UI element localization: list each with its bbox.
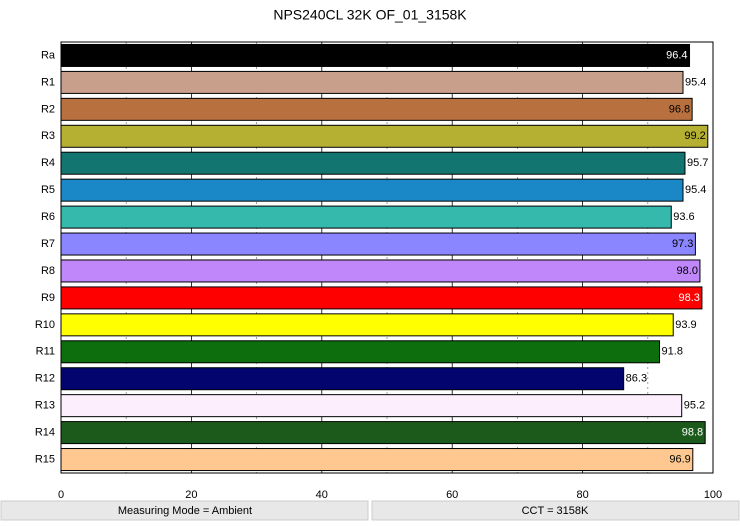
y-tick-label: R10	[35, 319, 55, 331]
value-label: 95.4	[685, 76, 706, 88]
y-tick-label: R7	[41, 238, 55, 250]
bar	[60, 97, 693, 121]
value-label: 86.3	[626, 373, 647, 385]
x-tick-label: 80	[576, 489, 588, 501]
x-tick-label: 40	[316, 489, 328, 501]
y-tick-label: R9	[41, 292, 55, 304]
bar	[60, 394, 683, 418]
value-label: 98.3	[678, 292, 699, 304]
value-label: 95.4	[685, 184, 706, 196]
y-tick-label: R3	[41, 130, 55, 142]
value-label: 95.2	[684, 400, 705, 412]
y-tick-label: R13	[35, 400, 55, 412]
y-tick-label: R6	[41, 211, 55, 223]
value-label: 96.8	[669, 103, 690, 115]
bar	[60, 178, 684, 202]
bar	[60, 448, 694, 472]
bar	[60, 286, 703, 310]
x-tick-label: 0	[58, 489, 64, 501]
y-tick-label: R4	[41, 157, 55, 169]
y-tick-label: R1	[41, 76, 55, 88]
bar	[60, 151, 686, 175]
bar	[60, 43, 691, 67]
y-tick-label: R2	[41, 103, 55, 115]
chart-title: NPS240CL 32K OF_01_3158K	[273, 7, 467, 23]
y-tick-label: Ra	[41, 49, 56, 61]
bar	[60, 367, 625, 391]
footer-box	[371, 500, 740, 521]
value-label: 96.9	[669, 453, 690, 465]
bar	[60, 313, 674, 337]
value-label: 98.8	[682, 427, 703, 439]
value-label: 91.8	[662, 346, 683, 358]
value-label: 95.7	[687, 157, 708, 169]
bar	[60, 340, 661, 364]
y-tick-label: R5	[41, 184, 55, 196]
bar	[60, 421, 706, 445]
value-label: 97.3	[672, 238, 693, 250]
value-label: 99.2	[684, 130, 705, 142]
bar	[60, 124, 709, 148]
y-tick-label: R12	[35, 373, 55, 385]
y-tick-label: R11	[36, 346, 55, 358]
x-tick-label: 60	[446, 489, 458, 501]
y-tick-label: R15	[35, 453, 55, 465]
value-label: 98.0	[677, 265, 698, 277]
plot-frame	[60, 41, 714, 474]
bar	[60, 70, 684, 94]
footer-right: CCT = 3158K	[522, 505, 589, 517]
footer-box	[0, 500, 369, 521]
bar	[60, 205, 672, 229]
x-tick-label: 100	[704, 489, 722, 501]
y-tick-label: R8	[41, 265, 55, 277]
x-tick-label: 20	[185, 489, 197, 501]
footer-left: Measuring Mode = Ambient	[118, 505, 252, 517]
bar	[60, 259, 701, 283]
value-label: 96.4	[666, 49, 687, 61]
value-label: 93.6	[673, 211, 694, 223]
bar	[60, 232, 696, 256]
value-label: 93.9	[675, 319, 696, 331]
y-tick-label: R14	[35, 427, 55, 439]
